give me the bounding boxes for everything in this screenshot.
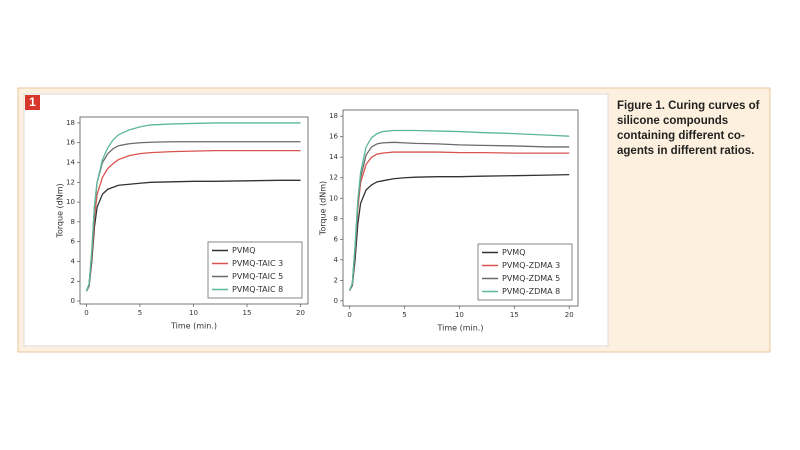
legend-label: PVMQ	[232, 246, 256, 255]
legend-label: PVMQ-TAIC 8	[232, 285, 283, 294]
legend-label: PVMQ-ZDMA 5	[502, 274, 560, 283]
x-axis-label: Time (min.)	[170, 322, 217, 331]
caption: Figure 1. Curing curves of silicone comp…	[617, 100, 760, 157]
y-tick-label: 4	[71, 257, 76, 265]
x-tick-label: 20	[296, 309, 305, 317]
y-tick-label: 0	[71, 297, 75, 305]
plot-frame	[79, 116, 309, 305]
legend-label: PVMQ-TAIC 5	[232, 272, 283, 281]
y-tick-label: 18	[329, 112, 338, 120]
y-tick-label: 16	[329, 133, 338, 141]
x-tick-label: 5	[402, 311, 406, 319]
legend-label: PVMQ-ZDMA 3	[502, 261, 560, 270]
y-tick-label: 16	[66, 139, 75, 147]
x-axis-label: Time (min.)	[437, 324, 484, 333]
series-line	[348, 129, 570, 291]
x-tick-label: 0	[347, 311, 351, 319]
y-tick-label: 12	[66, 178, 75, 186]
x-tick-label: 10	[455, 311, 464, 319]
legend-label: PVMQ	[502, 248, 526, 257]
legend-box	[207, 241, 303, 299]
y-tick-label: 10	[329, 194, 338, 202]
x-tick-label: 15	[510, 311, 519, 319]
x-tick-label: 15	[243, 309, 252, 317]
y-tick-label: 0	[334, 297, 338, 305]
y-axis-label: Torque (dNm)	[56, 183, 65, 238]
y-tick-label: 14	[66, 159, 75, 167]
y-tick-label: 14	[329, 153, 338, 161]
x-tick-label: 10	[189, 309, 198, 317]
series-line	[349, 174, 570, 291]
y-tick-label: 2	[71, 277, 75, 285]
y-tick-label: 6	[71, 238, 76, 246]
figure-box	[23, 93, 609, 347]
series-line	[85, 122, 301, 292]
y-tick-label: 2	[334, 276, 338, 284]
y-tick-label: 10	[66, 198, 75, 206]
y-tick-label: 4	[334, 256, 339, 264]
y-tick-label: 18	[66, 119, 75, 127]
y-tick-label: 8	[71, 218, 75, 226]
x-tick-label: 20	[565, 311, 574, 319]
legend-label: PVMQ-TAIC 3	[232, 259, 283, 268]
plot-frame	[342, 109, 579, 307]
legend-label: PVMQ-ZDMA 8	[502, 287, 560, 296]
y-tick-label: 12	[329, 174, 338, 182]
x-tick-label: 0	[84, 309, 88, 317]
y-tick-label: 6	[334, 235, 339, 243]
y-axis-label: Torque (dNm)	[319, 181, 328, 236]
y-tick-label: 8	[334, 215, 338, 223]
x-tick-label: 5	[138, 309, 142, 317]
legend-box	[477, 243, 573, 301]
figure-number: 1	[25, 95, 40, 110]
